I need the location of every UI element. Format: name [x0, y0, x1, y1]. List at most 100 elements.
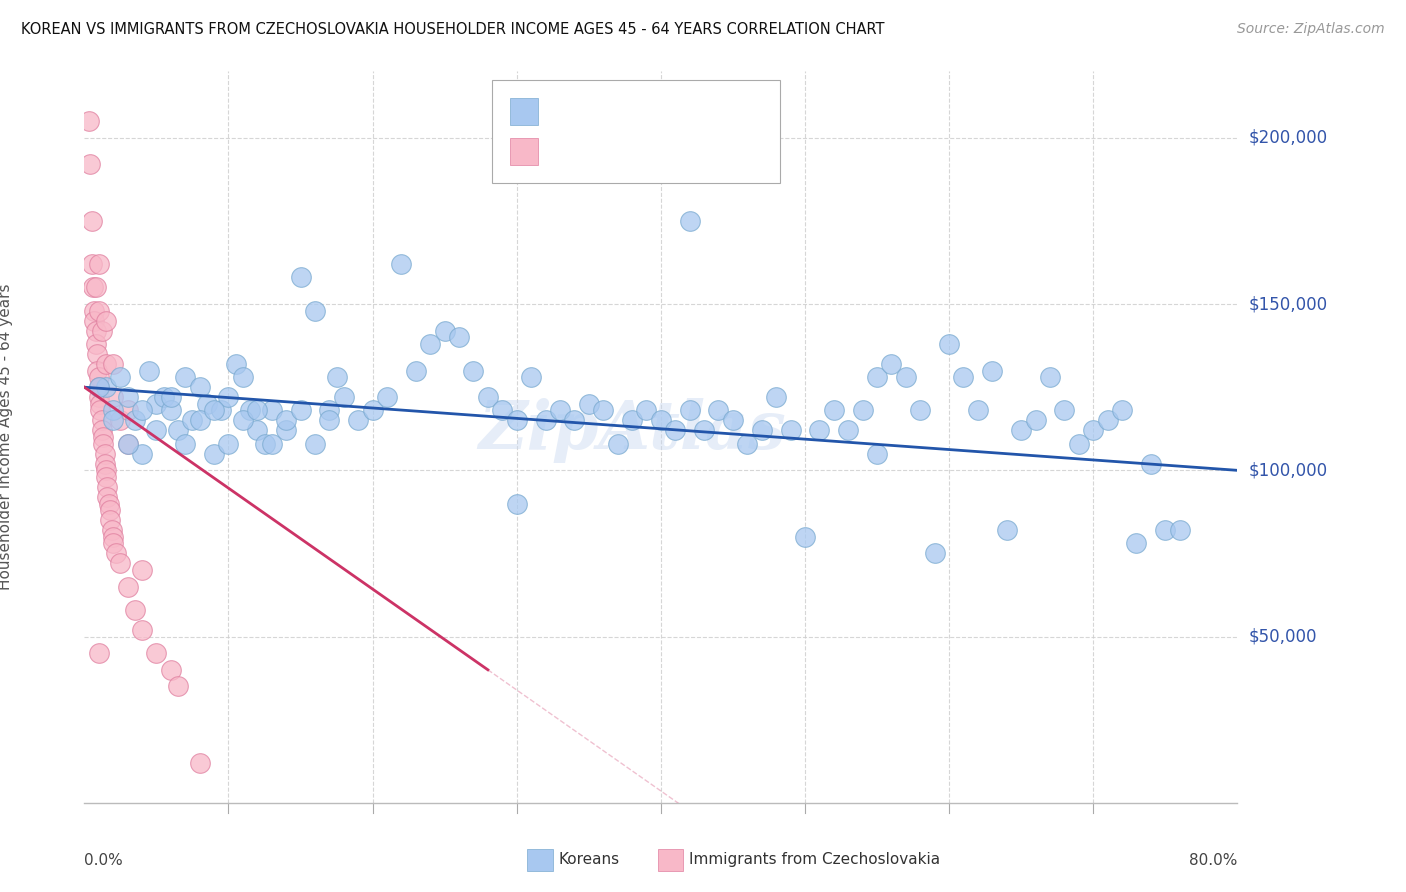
- Koreans: [894, 370, 917, 384]
- Koreans: [866, 370, 889, 384]
- Koreans: [808, 424, 831, 438]
- Koreans: [232, 370, 254, 384]
- Immigrants from Czechoslovakia: [80, 257, 103, 271]
- Koreans: [117, 390, 139, 404]
- Koreans: [87, 380, 110, 394]
- Koreans: [910, 403, 932, 417]
- Koreans: [218, 390, 240, 404]
- Koreans: [707, 403, 730, 417]
- Immigrants from Czechoslovakia: [83, 303, 105, 318]
- Koreans: [94, 380, 117, 394]
- Koreans: [290, 403, 312, 417]
- Text: N =: N =: [651, 143, 688, 161]
- Immigrants from Czechoslovakia: [97, 497, 120, 511]
- Text: Householder Income Ages 45 - 64 years: Householder Income Ages 45 - 64 years: [0, 284, 13, 591]
- Immigrants from Czechoslovakia: [94, 314, 117, 328]
- Immigrants from Czechoslovakia: [103, 530, 124, 544]
- Koreans: [152, 390, 174, 404]
- Koreans: [1168, 523, 1191, 537]
- Text: ZipAtlas: ZipAtlas: [478, 398, 786, 463]
- Text: 0.0%: 0.0%: [84, 853, 124, 868]
- Text: 55: 55: [703, 143, 724, 161]
- Koreans: [433, 324, 456, 338]
- Immigrants from Czechoslovakia: [103, 536, 124, 550]
- Koreans: [650, 413, 672, 427]
- Immigrants from Czechoslovakia: [98, 503, 121, 517]
- Koreans: [967, 403, 990, 417]
- Koreans: [117, 436, 139, 450]
- Koreans: [131, 447, 153, 461]
- Immigrants from Czechoslovakia: [77, 114, 100, 128]
- Immigrants from Czechoslovakia: [110, 413, 132, 427]
- Text: -0.214: -0.214: [595, 103, 648, 120]
- Immigrants from Czechoslovakia: [89, 403, 111, 417]
- Koreans: [721, 413, 744, 427]
- Immigrants from Czechoslovakia: [105, 546, 128, 560]
- Immigrants from Czechoslovakia: [83, 314, 105, 328]
- Text: Koreans: Koreans: [558, 853, 619, 867]
- Immigrants from Czechoslovakia: [96, 480, 118, 494]
- Koreans: [880, 357, 903, 371]
- Koreans: [124, 413, 146, 427]
- Koreans: [679, 214, 702, 228]
- Koreans: [174, 436, 197, 450]
- Koreans: [520, 370, 543, 384]
- Koreans: [304, 303, 326, 318]
- Koreans: [1067, 436, 1090, 450]
- Koreans: [1025, 413, 1047, 427]
- Text: Immigrants from Czechoslovakia: Immigrants from Czechoslovakia: [689, 853, 941, 867]
- Koreans: [167, 424, 190, 438]
- Koreans: [103, 413, 124, 427]
- Koreans: [290, 270, 312, 285]
- Koreans: [160, 390, 183, 404]
- Immigrants from Czechoslovakia: [84, 324, 107, 338]
- Koreans: [419, 337, 441, 351]
- Koreans: [103, 403, 124, 417]
- Immigrants from Czechoslovakia: [167, 680, 190, 694]
- Immigrants from Czechoslovakia: [131, 623, 153, 637]
- Koreans: [253, 436, 276, 450]
- Immigrants from Czechoslovakia: [82, 280, 104, 294]
- Koreans: [361, 403, 384, 417]
- Immigrants from Czechoslovakia: [188, 756, 211, 770]
- Immigrants from Czechoslovakia: [100, 523, 122, 537]
- Koreans: [1140, 457, 1163, 471]
- Koreans: [564, 413, 586, 427]
- Koreans: [548, 403, 571, 417]
- Immigrants from Czechoslovakia: [84, 280, 107, 294]
- Koreans: [188, 380, 211, 394]
- Text: KOREAN VS IMMIGRANTS FROM CZECHOSLOVAKIA HOUSEHOLDER INCOME AGES 45 - 64 YEARS C: KOREAN VS IMMIGRANTS FROM CZECHOSLOVAKIA…: [21, 22, 884, 37]
- Koreans: [952, 370, 974, 384]
- Immigrants from Czechoslovakia: [94, 463, 117, 477]
- Koreans: [174, 370, 197, 384]
- Immigrants from Czechoslovakia: [87, 390, 110, 404]
- Immigrants from Czechoslovakia: [110, 557, 132, 571]
- Koreans: [1010, 424, 1032, 438]
- Koreans: [823, 403, 845, 417]
- Immigrants from Czechoslovakia: [87, 303, 110, 318]
- Koreans: [218, 436, 240, 450]
- Koreans: [664, 424, 686, 438]
- Text: N =: N =: [651, 103, 688, 120]
- Koreans: [491, 403, 513, 417]
- Koreans: [181, 413, 204, 427]
- Immigrants from Czechoslovakia: [93, 457, 115, 471]
- Text: R =: R =: [547, 143, 583, 161]
- Koreans: [463, 363, 485, 377]
- Koreans: [765, 390, 787, 404]
- Koreans: [866, 447, 889, 461]
- Immigrants from Czechoslovakia: [103, 390, 124, 404]
- Koreans: [145, 397, 167, 411]
- Immigrants from Czechoslovakia: [87, 370, 110, 384]
- Koreans: [318, 403, 340, 417]
- Immigrants from Czechoslovakia: [90, 424, 112, 438]
- Koreans: [751, 424, 773, 438]
- Koreans: [693, 424, 716, 438]
- Immigrants from Czechoslovakia: [98, 513, 121, 527]
- Koreans: [209, 403, 232, 417]
- Text: $200,000: $200,000: [1249, 128, 1327, 147]
- Koreans: [534, 413, 557, 427]
- Koreans: [202, 403, 225, 417]
- Immigrants from Czechoslovakia: [87, 646, 110, 660]
- Koreans: [506, 497, 529, 511]
